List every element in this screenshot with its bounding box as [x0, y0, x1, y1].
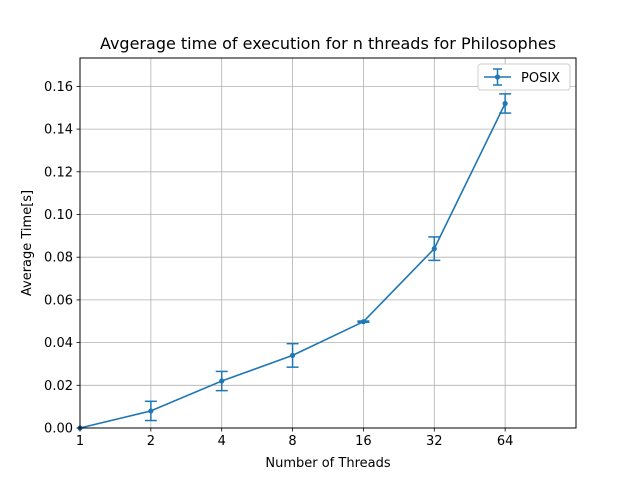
x-tick-label: 64: [497, 434, 514, 449]
y-tick-label: 0.00: [44, 422, 73, 437]
y-tick-label: 0.06: [44, 293, 73, 308]
data-point: [148, 408, 154, 414]
series-layer: [77, 93, 512, 431]
data-point: [502, 100, 508, 107]
data-point: [289, 352, 296, 359]
axis-ticks: 1 2 4 8 16 32 64 0.00 0.02 0.04 0.06 0.08 0.10 0.12 0.…: [44, 80, 513, 449]
x-tick-label: 8: [288, 434, 296, 449]
x-axis-label: Number of Threads: [265, 456, 390, 471]
data-point: [360, 319, 367, 325]
y-tick-label: 0.04: [44, 336, 73, 351]
y-tick-label: 0.02: [44, 379, 73, 394]
y-tick-label: 0.16: [44, 80, 73, 95]
legend-label-posix: POSIX: [521, 71, 560, 86]
y-axis-label: Average Time[s]: [20, 190, 35, 296]
x-tick-label: 2: [147, 434, 155, 449]
x-tick-label: 1: [76, 434, 84, 449]
plot-frame: [79, 57, 577, 429]
y-tick-label: 0.10: [44, 208, 73, 223]
legend-box: [477, 63, 571, 91]
x-tick-label: 16: [355, 434, 372, 449]
x-tick-label: 32: [426, 434, 443, 449]
data-point: [219, 378, 225, 384]
data-point: [431, 246, 437, 252]
chart-title: Avgerage time of execution for n threads…: [100, 34, 556, 53]
y-tick-label: 0.08: [44, 251, 73, 266]
legend-marker: [494, 74, 501, 80]
y-tick-label: 0.14: [44, 123, 73, 138]
x-tick-label: 4: [218, 434, 226, 449]
y-tick-label: 0.12: [44, 165, 73, 180]
legend: POSIX: [477, 63, 571, 91]
